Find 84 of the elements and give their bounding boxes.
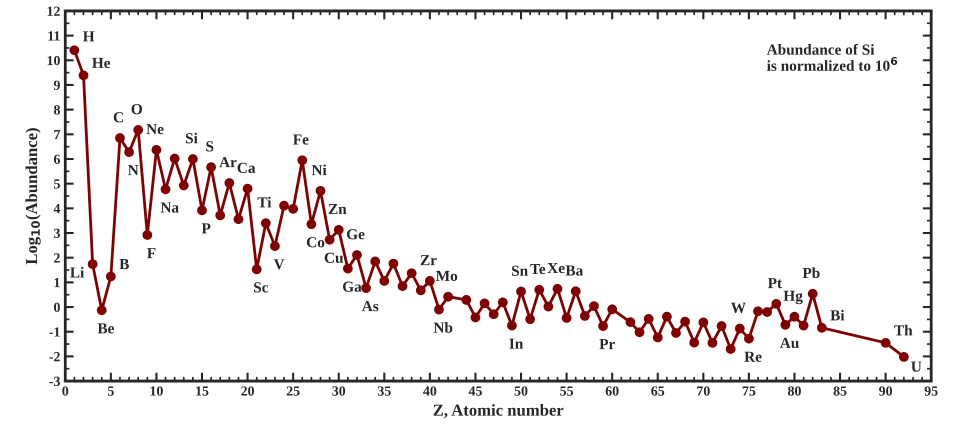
x-tick-label: 50	[514, 386, 528, 396]
x-tick-label: 15	[196, 386, 208, 396]
y-tick-label: -1	[49, 327, 60, 337]
annotation: Ca	[238, 162, 256, 173]
annotation: Ge	[346, 229, 365, 240]
y-tick-label: 9	[54, 80, 60, 90]
annotation: Pb	[802, 267, 820, 278]
annotation: B	[119, 259, 129, 270]
annotation: V	[274, 259, 284, 270]
y-tick-label: 7	[54, 130, 60, 140]
y-tick-label: 4	[54, 204, 60, 214]
annotation: Nb	[434, 322, 452, 333]
x-tick-label: 80	[788, 386, 801, 396]
x-tick-label: 5	[108, 386, 114, 396]
x-tick-label: 35	[378, 386, 391, 396]
y-tick-label: 0	[54, 302, 60, 312]
y-tick-label: 5	[54, 179, 60, 189]
y-tick-label: 2	[54, 253, 60, 263]
annotation: C	[114, 112, 123, 122]
annotation: Sc	[254, 282, 268, 293]
annotation: Ne	[146, 124, 164, 134]
y-tick-label: 6	[54, 154, 60, 164]
annotation: Xe	[547, 263, 565, 274]
x-tick-label: 90	[879, 386, 892, 396]
annotation: Zr	[420, 255, 437, 266]
x-tick-label: 60	[606, 386, 619, 396]
x-tick-label: 85	[834, 386, 846, 396]
x-tick-label: 40	[423, 386, 436, 396]
annotation: Th	[894, 324, 912, 336]
annotation: Si	[186, 132, 198, 144]
annotation: Co	[306, 237, 324, 248]
annotation: Li	[70, 266, 84, 278]
annotation: Sn	[512, 266, 528, 276]
y-tick-label: 12	[48, 6, 60, 16]
x-tick-label: 55	[560, 386, 574, 396]
annotation: H	[82, 31, 94, 42]
annotation: Cu	[324, 252, 344, 263]
annotation: N	[128, 165, 139, 176]
annotation: Na	[160, 202, 179, 213]
y-tick-label: 11	[48, 31, 60, 40]
annotation: P	[202, 223, 210, 234]
annotation: He	[92, 58, 110, 68]
x-tick-label: 45	[468, 386, 482, 396]
annotation: Hg	[784, 290, 803, 304]
annotation: Pr	[599, 339, 615, 350]
y-tick-label: 10	[48, 56, 60, 66]
annotation: As	[362, 301, 378, 312]
annotation: F	[147, 248, 156, 258]
x-tick-label: 95	[924, 386, 938, 396]
x-tick-label: 25	[286, 386, 300, 396]
annotation: Mo	[436, 270, 458, 282]
annotation: Ni	[312, 164, 327, 176]
annotation: Te	[530, 264, 546, 274]
annotation: U	[911, 362, 922, 372]
y-tick-label: 3	[54, 228, 60, 238]
x-tick-label: 0	[62, 386, 68, 396]
annotation: Fe	[293, 134, 309, 145]
annotation: Ba	[566, 265, 584, 276]
annotation: Ar	[219, 157, 237, 168]
x-tick-label: 70	[697, 386, 710, 396]
annotation: S	[206, 141, 214, 152]
x-tick-label: 65	[651, 386, 664, 396]
x-tick-label: 75	[742, 386, 756, 396]
y-tick-label: -2	[49, 352, 60, 362]
annotation: O	[132, 104, 142, 114]
annotation: Abundance of Si is normalized to 10$^{6}$	[766, 44, 898, 71]
annotation: Au	[780, 338, 799, 348]
annotation: Pt	[768, 278, 782, 288]
annotation: W	[730, 302, 746, 313]
y-tick-label: 1	[54, 278, 60, 288]
y-tick-label: -3	[49, 376, 60, 386]
annotation: Re	[744, 352, 762, 362]
annotation: Zn	[328, 204, 346, 214]
x-tick-label: 10	[150, 386, 163, 396]
annotation: Ti	[258, 196, 272, 208]
x-axis-title: Z, Atomic number	[434, 404, 564, 418]
annotation: In	[509, 338, 524, 349]
annotation: Ga	[342, 282, 362, 292]
y-axis-title: Log$_{10}$(Abundance)	[25, 128, 41, 264]
x-tick-label: 30	[332, 386, 346, 396]
annotation: Bi	[830, 310, 844, 320]
annotation: Be	[98, 323, 114, 334]
y-tick-label: 8	[54, 105, 60, 115]
x-tick-label: 20	[241, 386, 254, 396]
